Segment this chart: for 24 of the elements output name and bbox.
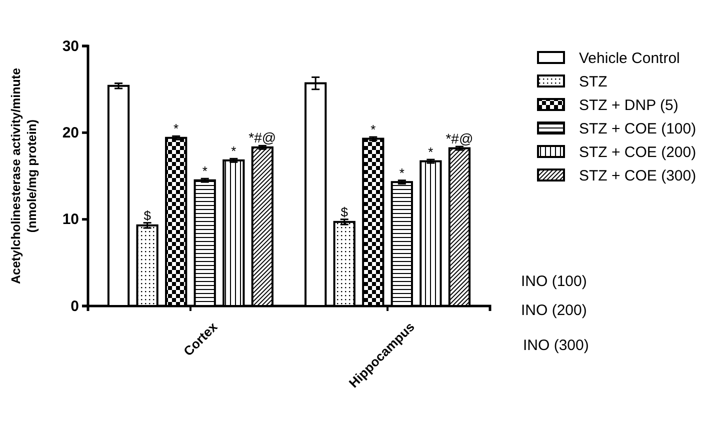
text: INO (200)	[521, 302, 587, 319]
annotation: *	[399, 165, 404, 180]
y-axis-title: Acetylcholinesterase activity/minute (nmole/mg protein)	[9, 68, 39, 284]
legend-label: STZ + COE (200)	[579, 144, 696, 161]
annotation: *#@	[446, 130, 474, 147]
text: INO (100)	[521, 273, 587, 290]
annotation: *	[370, 122, 376, 137]
annotation: *	[428, 144, 434, 160]
text: INO (300)	[523, 337, 589, 354]
annotation: *	[174, 121, 179, 136]
y-tick-label: 20	[62, 124, 79, 142]
y-tick-label: 0	[70, 298, 79, 315]
legend-label: STZ + DNP (5)	[579, 97, 678, 114]
legend-label: STZ	[579, 74, 608, 90]
legend-label: Vehicle Control	[579, 50, 680, 67]
legend-label: STZ + COE (100)	[579, 120, 696, 138]
annotation: $	[144, 208, 152, 223]
annotation: *	[231, 144, 236, 159]
y-tick-label: 30	[62, 38, 79, 55]
y-tick-label: 10	[62, 211, 79, 228]
annotation: *	[202, 164, 208, 179]
annotation: *#@	[248, 130, 276, 146]
legend-label: STZ + COE (300)	[579, 168, 696, 184]
annotation: $	[340, 204, 349, 220]
